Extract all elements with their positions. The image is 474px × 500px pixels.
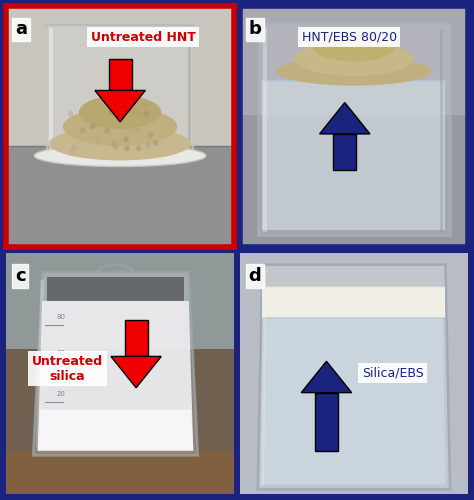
Circle shape xyxy=(95,137,101,143)
Ellipse shape xyxy=(79,96,161,129)
Ellipse shape xyxy=(313,32,395,62)
Circle shape xyxy=(144,111,149,117)
Text: 60: 60 xyxy=(56,350,65,356)
Text: Silica/EBS: Silica/EBS xyxy=(362,367,424,380)
Text: 20: 20 xyxy=(56,392,65,398)
Circle shape xyxy=(69,148,75,154)
Circle shape xyxy=(137,136,143,142)
Circle shape xyxy=(111,142,117,147)
Ellipse shape xyxy=(63,108,177,146)
Circle shape xyxy=(153,140,158,146)
Circle shape xyxy=(68,111,73,116)
Circle shape xyxy=(137,148,143,154)
Bar xyxy=(6,450,235,494)
Circle shape xyxy=(145,130,150,135)
Ellipse shape xyxy=(34,145,206,167)
Circle shape xyxy=(148,132,154,138)
Text: 80: 80 xyxy=(56,314,65,320)
Text: HNT/EBS 80/20: HNT/EBS 80/20 xyxy=(302,31,397,44)
Text: d: d xyxy=(249,267,262,285)
Circle shape xyxy=(104,128,110,134)
Bar xyxy=(125,320,147,356)
Ellipse shape xyxy=(276,56,432,86)
Circle shape xyxy=(90,124,95,129)
Polygon shape xyxy=(38,301,193,450)
Circle shape xyxy=(144,119,149,125)
Bar xyxy=(6,6,235,146)
Circle shape xyxy=(113,144,119,150)
Text: Untreated
silica: Untreated silica xyxy=(32,354,103,382)
Polygon shape xyxy=(263,318,446,484)
Circle shape xyxy=(108,110,113,116)
Ellipse shape xyxy=(294,42,413,76)
Bar xyxy=(239,6,468,114)
Circle shape xyxy=(80,128,86,134)
Text: Untreated HNT: Untreated HNT xyxy=(91,31,195,44)
Circle shape xyxy=(150,119,156,125)
Circle shape xyxy=(135,130,140,136)
Circle shape xyxy=(142,102,147,107)
Polygon shape xyxy=(319,102,370,134)
Circle shape xyxy=(123,111,128,117)
Circle shape xyxy=(138,112,144,117)
Bar xyxy=(6,252,235,349)
Text: a: a xyxy=(15,20,27,38)
Circle shape xyxy=(112,133,118,139)
Bar xyxy=(47,277,184,301)
Text: c: c xyxy=(15,267,26,285)
Circle shape xyxy=(132,109,137,115)
FancyBboxPatch shape xyxy=(47,26,193,151)
Polygon shape xyxy=(263,286,446,318)
Polygon shape xyxy=(258,264,450,489)
Bar xyxy=(263,81,446,231)
Circle shape xyxy=(146,142,151,148)
Polygon shape xyxy=(111,356,161,388)
Circle shape xyxy=(136,146,141,151)
Bar xyxy=(109,59,131,90)
FancyBboxPatch shape xyxy=(258,23,450,236)
Circle shape xyxy=(72,144,77,150)
Ellipse shape xyxy=(49,126,191,160)
Circle shape xyxy=(124,146,130,151)
Bar xyxy=(333,134,356,170)
Circle shape xyxy=(134,128,140,134)
Bar xyxy=(6,146,235,248)
Polygon shape xyxy=(38,410,193,451)
Circle shape xyxy=(123,136,129,142)
Circle shape xyxy=(103,101,108,107)
Bar xyxy=(315,392,338,450)
Polygon shape xyxy=(301,362,352,392)
Polygon shape xyxy=(95,90,145,122)
Polygon shape xyxy=(33,272,198,456)
Text: b: b xyxy=(249,20,262,38)
